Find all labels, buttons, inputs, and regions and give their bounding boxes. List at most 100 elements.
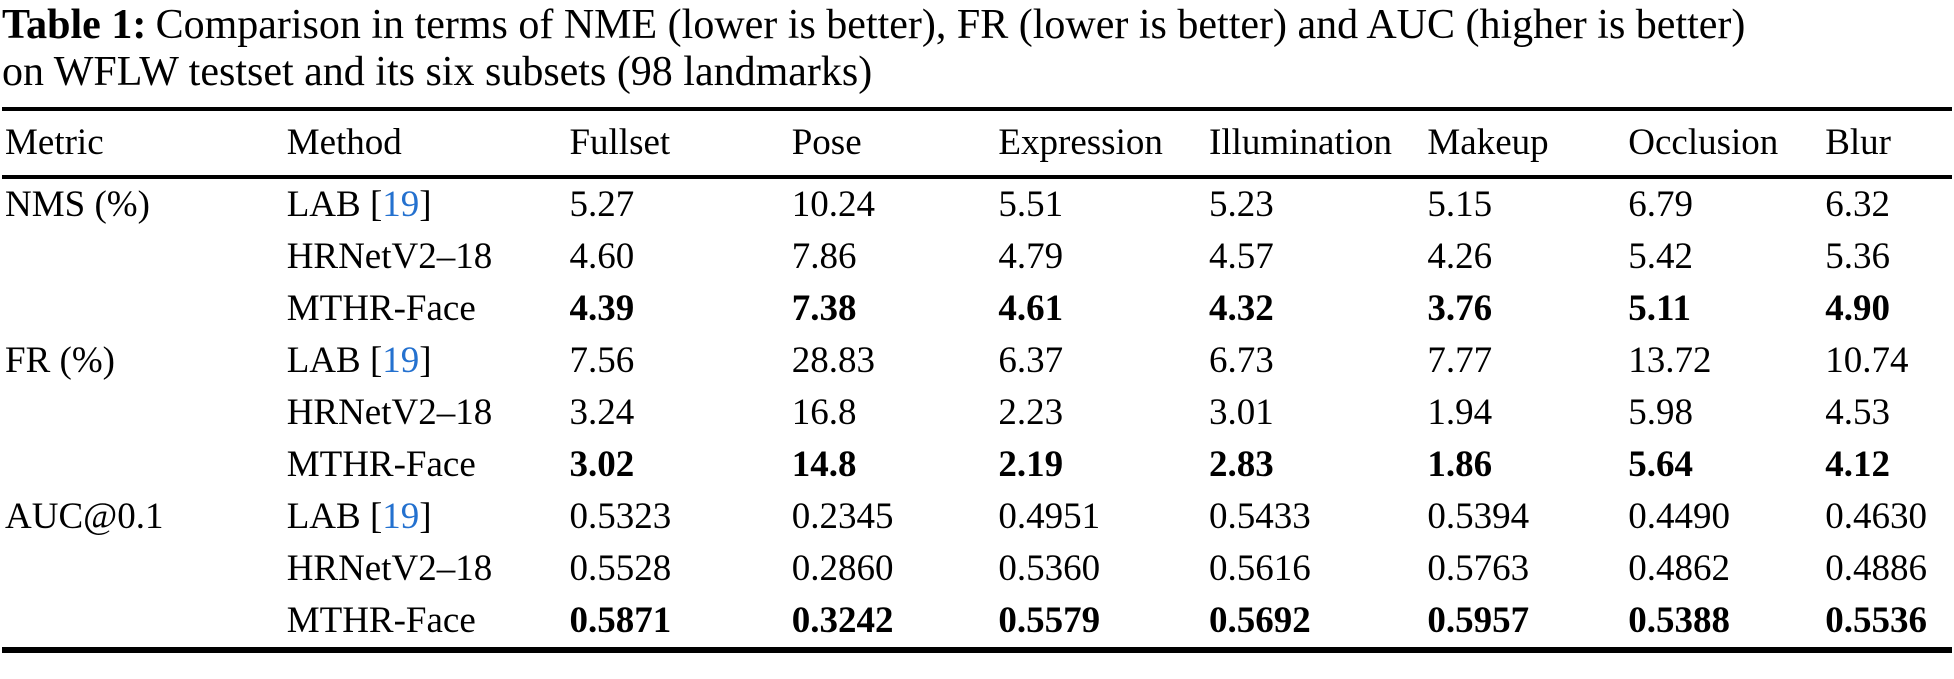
value-cell: 7.38 <box>791 288 857 330</box>
header-row: Metric Method Fullset Pose Expression Illumin… <box>2 109 1952 177</box>
value-cell: 0.4630 <box>1825 496 1927 538</box>
value-cell: 0.5616 <box>1209 548 1311 590</box>
value-cell: 14.8 <box>791 444 857 486</box>
method-name: MTHR-Face <box>286 600 476 642</box>
column-header: Blur <box>1825 122 1891 164</box>
value-cell: 3.76 <box>1427 288 1493 330</box>
value-cell: 4.90 <box>1825 288 1890 330</box>
method-name: LAB <box>286 184 361 226</box>
value-cell: 2.23 <box>998 392 1064 434</box>
table-caption: Table 1: Comparison in terms of NME (lowe… <box>2 2 1952 97</box>
method-name: MTHR-Face <box>286 288 476 330</box>
value-cell: 6.79 <box>1628 184 1693 226</box>
value-cell: 6.73 <box>1209 340 1274 382</box>
value-cell: 2.19 <box>998 444 1064 486</box>
column-header: Fullset <box>569 122 671 164</box>
caption-text-line1: Comparison in terms of NME (lower is bet… <box>155 2 1746 48</box>
citation-link[interactable]: 19 <box>382 496 420 538</box>
method-name: LAB <box>286 340 361 382</box>
caption-text-line2: on WFLW testset and its six subsets (98 … <box>2 49 873 96</box>
value-cell: 10.24 <box>791 184 875 226</box>
method-cell: LAB [19] <box>286 340 432 382</box>
table-row: HRNetV2–18 4.60 7.86 4.79 4.57 4.26 5.42 5.36 <box>2 231 1952 283</box>
value-cell: 3.01 <box>1209 392 1274 434</box>
value-cell: 0.4862 <box>1628 548 1730 590</box>
method-cell: HRNetV2–18 <box>287 543 570 595</box>
value-cell: 5.15 <box>1427 184 1493 226</box>
method-cell: MTHR-Face <box>287 283 570 335</box>
value-cell: 6.32 <box>1825 184 1890 226</box>
value-cell: 0.5957 <box>1427 600 1530 642</box>
caption-line1: Table 1: Comparison in terms of NME (lowe… <box>2 2 1745 48</box>
caption-label: Table 1: <box>2 2 147 48</box>
value-cell: 0.3242 <box>791 600 894 642</box>
value-cell: 5.51 <box>998 184 1064 226</box>
value-cell: 4.32 <box>1209 288 1274 330</box>
value-cell: 16.8 <box>791 392 857 434</box>
metric-cell <box>2 543 287 595</box>
column-header: Makeup <box>1427 122 1549 164</box>
value-cell: 0.5433 <box>1209 496 1311 538</box>
value-cell: 3.24 <box>569 392 635 434</box>
value-cell: 4.60 <box>569 236 635 278</box>
value-cell: 7.56 <box>569 340 635 382</box>
metric-cell: FR (%) <box>5 340 115 382</box>
value-cell: 0.5323 <box>569 496 672 538</box>
value-cell: 0.4886 <box>1825 548 1927 590</box>
value-cell: 10.74 <box>1825 340 1909 382</box>
metric-cell <box>2 231 287 283</box>
table-row: HRNetV2–18 3.24 16.8 2.23 3.01 1.94 5.98 4.53 <box>2 387 1952 439</box>
value-cell: 0.5692 <box>1209 600 1311 642</box>
citation-link[interactable]: 19 <box>382 184 420 226</box>
table-row: MTHR-Face 0.5871 0.3242 0.5579 0.5692 0.5957 0… <box>2 595 1952 650</box>
value-cell: 0.5871 <box>569 600 672 642</box>
metric-cell <box>2 595 287 650</box>
value-cell: 4.39 <box>569 288 635 330</box>
value-cell: 7.77 <box>1427 340 1493 382</box>
column-header: Occlusion <box>1628 122 1779 164</box>
value-cell: 4.12 <box>1825 444 1890 486</box>
method-name: MTHR-Face <box>286 444 476 486</box>
value-cell: 0.4490 <box>1628 496 1730 538</box>
column-header: Pose <box>791 122 862 164</box>
value-cell: 0.4951 <box>998 496 1101 538</box>
value-cell: 13.72 <box>1628 340 1712 382</box>
column-header: Illumination <box>1209 122 1392 164</box>
method-name: LAB <box>286 496 361 538</box>
metric-cell <box>2 283 287 335</box>
method-cell: HRNetV2–18 <box>287 387 570 439</box>
value-cell: 0.5394 <box>1427 496 1530 538</box>
value-cell: 1.94 <box>1427 392 1493 434</box>
table-row: HRNetV2–18 0.5528 0.2860 0.5360 0.5616 0.5763… <box>2 543 1952 595</box>
value-cell: 5.23 <box>1209 184 1274 226</box>
table-row: NMS (%) LAB [19] 5.27 10.24 5.51 5.23 5.15 6.79… <box>2 177 1952 231</box>
method-cell: MTHR-Face <box>287 595 570 650</box>
table-body: NMS (%) LAB [19] 5.27 10.24 5.51 5.23 5.15 6.79… <box>2 177 1952 650</box>
value-cell: 5.42 <box>1628 236 1693 278</box>
value-cell: 0.5536 <box>1825 600 1927 642</box>
value-cell: 2.83 <box>1209 444 1274 486</box>
table-row: MTHR-Face 3.02 14.8 2.19 2.83 1.86 5.64 4.12 <box>2 439 1952 491</box>
table-row: AUC@0.1 LAB [19] 0.5323 0.2345 0.4951 0.5433 0… <box>2 491 1952 543</box>
metric-cell: NMS (%) <box>5 184 150 226</box>
value-cell: 0.5360 <box>998 548 1101 590</box>
value-cell: 0.5528 <box>569 548 672 590</box>
method-cell: LAB [19] <box>286 496 432 538</box>
method-cell: LAB [19] <box>286 184 432 226</box>
column-header: Method <box>286 122 402 164</box>
value-cell: 5.27 <box>569 184 635 226</box>
value-cell: 0.5388 <box>1628 600 1730 642</box>
citation-link[interactable]: 19 <box>382 340 420 382</box>
value-cell: 4.61 <box>998 288 1064 330</box>
method-cell: MTHR-Face <box>287 439 570 491</box>
metric-cell <box>2 387 287 439</box>
column-header: Metric <box>5 122 104 164</box>
metric-cell: AUC@0.1 <box>5 496 164 538</box>
table-row: MTHR-Face 4.39 7.38 4.61 4.32 3.76 5.11 4.90 <box>2 283 1952 335</box>
value-cell: 1.86 <box>1427 444 1493 486</box>
value-cell: 5.11 <box>1628 288 1691 330</box>
value-cell: 28.83 <box>791 340 875 382</box>
value-cell: 4.79 <box>998 236 1064 278</box>
method-name: HRNetV2–18 <box>286 392 493 434</box>
